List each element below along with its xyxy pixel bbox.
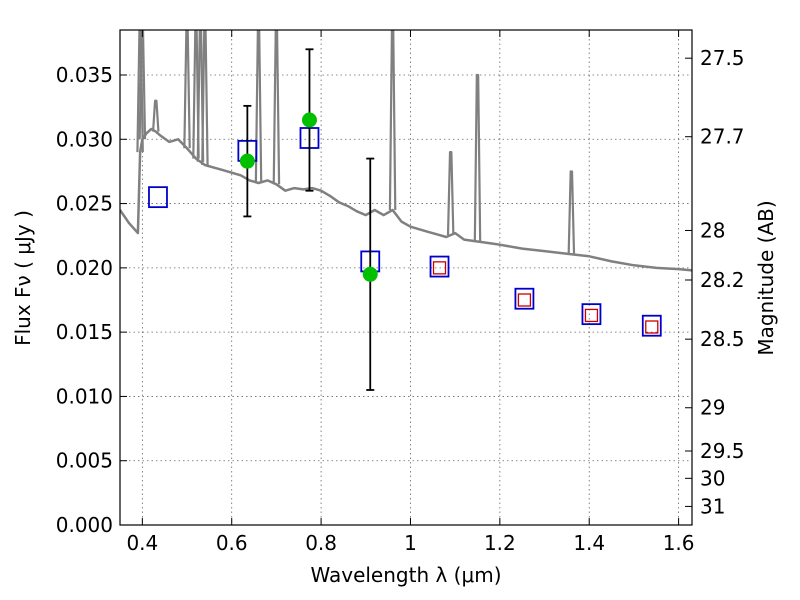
- x-axis-label: Wavelength λ (μm): [310, 563, 501, 587]
- observed-point: [362, 266, 378, 282]
- template-spectrum-line: [120, 127, 692, 272]
- x-tick-label: 1: [404, 531, 417, 555]
- emission-line: [254, 30, 263, 184]
- x-axis: 0.4 0.6 0.8 1 1.2 1.4 1.6: [126, 30, 695, 555]
- y2-tick-label: 28.5: [700, 327, 745, 351]
- y2-tick-label: 28.2: [700, 268, 745, 292]
- filter-box: [432, 261, 447, 275]
- x-tick-label: 0.8: [305, 531, 337, 555]
- y2-tick-label: 30: [700, 466, 725, 490]
- y2-tick-label: 27.5: [700, 46, 745, 70]
- emission-line: [136, 30, 144, 153]
- y2-tick-label: 28: [700, 218, 725, 242]
- emission-line: [196, 30, 205, 162]
- emission-line: [567, 170, 576, 255]
- filter-box: [645, 320, 659, 334]
- model-box: [581, 303, 602, 326]
- model-box: [514, 287, 535, 310]
- x-tick-label: 1.2: [484, 531, 516, 555]
- y-tick-label: 0.005: [56, 449, 113, 473]
- y-tick-label: 0.025: [56, 192, 113, 216]
- filter-box: [584, 308, 599, 323]
- x-tick-label: 0.6: [216, 531, 248, 555]
- y2-tick-label: 31: [700, 494, 725, 518]
- emission-line: [151, 99, 160, 132]
- emission-line: [446, 151, 455, 236]
- grid-lines: [120, 30, 692, 526]
- y-axis: 0.000 0.005 0.010 0.015 0.020 0.025 0.030 0.035: [56, 63, 127, 537]
- emission-line: [138, 30, 147, 140]
- model-box: [429, 255, 450, 278]
- y2-tick-label: 29: [700, 396, 725, 420]
- x-tick-label: 1.4: [573, 531, 605, 555]
- y2-tick-label: 29.5: [700, 439, 745, 463]
- y-tick-label: 0.035: [56, 63, 113, 87]
- data-layer: [120, 30, 692, 391]
- emission-line: [473, 73, 482, 242]
- y-tick-label: 0.020: [56, 256, 113, 280]
- y-axis-label: Flux Fν ( μJy ): [11, 210, 35, 346]
- emission-line: [272, 30, 281, 185]
- emission-line: [201, 30, 209, 166]
- x-tick-label: 0.4: [126, 531, 158, 555]
- observed-point: [239, 153, 255, 169]
- y2-tick-label: 27.7: [700, 125, 745, 149]
- y2-axis-label: Magnitude (AB): [754, 200, 778, 355]
- emission-line: [192, 30, 200, 159]
- filter-box: [517, 293, 532, 307]
- y2-axis: 27.5 27.7 28 28.2 28.5 29 29.5 30 31: [685, 46, 745, 518]
- y-tick-label: 0.000: [56, 513, 113, 537]
- model-box: [641, 314, 662, 337]
- emission-line: [183, 30, 191, 149]
- observed-point: [301, 112, 317, 128]
- model-box: [148, 186, 168, 209]
- y-tick-label: 0.010: [56, 384, 113, 408]
- y-tick-label: 0.015: [56, 320, 113, 344]
- emission-line: [388, 30, 397, 211]
- y-tick-label: 0.030: [56, 127, 113, 151]
- plot-frame: [119, 29, 693, 526]
- x-tick-label: 1.6: [663, 531, 695, 555]
